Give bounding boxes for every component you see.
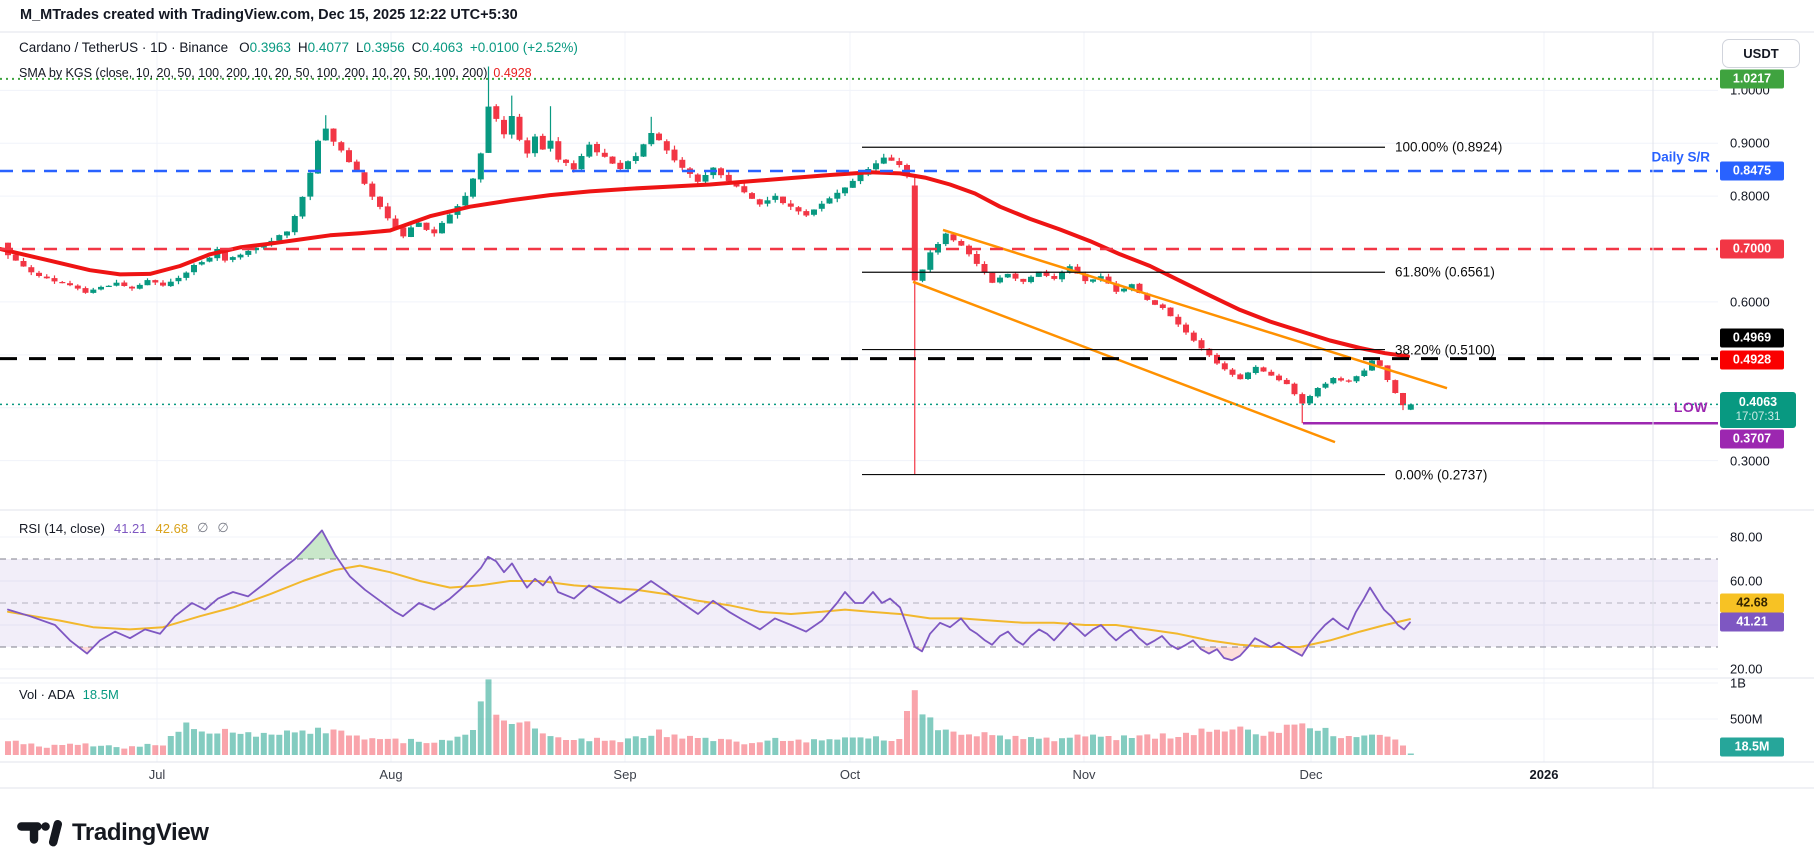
time-axis-label-Dec: Dec xyxy=(1299,767,1323,782)
price-badge-0.4928: 0.4928 xyxy=(1720,350,1784,370)
sma-label: SMA by KGS (close, 10, 20, 50, 100, 200,… xyxy=(19,66,488,80)
time-axis-label-Aug: Aug xyxy=(379,767,403,782)
time-axis-label-Oct: Oct xyxy=(839,767,861,782)
watermark-text: M_MTrades created with TradingView.com, … xyxy=(20,7,518,23)
price-badge-0.7000: 0.7000 xyxy=(1720,239,1784,259)
rsi-axis-label: 80.00 xyxy=(1730,529,1763,545)
price-badge-1.0217: 1.0217 xyxy=(1720,69,1784,89)
tradingview-logo-icon xyxy=(17,819,62,847)
rsi-value: 41.21 xyxy=(113,520,147,536)
rsi-hidden-toggle-1[interactable]: ∅ xyxy=(197,520,209,535)
watermark-bar: M_MTrades created with TradingView.com, … xyxy=(0,0,1814,32)
rsi-hidden-toggle-2[interactable]: ∅ xyxy=(217,520,229,535)
fib-label-100.00%: 100.00% (0.8924) xyxy=(1395,139,1503,155)
ohlc-high-value: 0.4077 xyxy=(307,40,349,55)
ohlc-close-key: C0.4063 xyxy=(411,40,463,55)
rsi-ma-value: 42.68 xyxy=(155,520,189,536)
fib-label-38.20%: 38.20% (0.5100) xyxy=(1395,342,1495,358)
rsi-legend: RSI (14, close) 41.21 42.68 ∅ ∅ xyxy=(19,520,229,536)
rsi-axis-label: 20.00 xyxy=(1730,661,1763,677)
tradingview-logo[interactable]: TradingView xyxy=(16,813,209,853)
rsi-axis-label: 60.00 xyxy=(1730,573,1763,589)
current-price-badge: 0.4063 17:07:31 xyxy=(1720,392,1796,429)
volume-title: Vol · ADA xyxy=(19,687,75,702)
low-label: LOW xyxy=(1673,399,1708,415)
rsi-title: RSI (14, close) xyxy=(19,520,105,536)
symbol-title: Cardano / TetherUS · 1D · Binance xyxy=(19,40,229,55)
volume-badge: 18.5M xyxy=(1720,737,1784,757)
fib-label-0.00%: 0.00% (0.2737) xyxy=(1395,467,1488,483)
change-value: +0.0100 (+2.52%) xyxy=(469,40,578,55)
price-axis-label: 0.3000 xyxy=(1730,453,1770,469)
ohlc-open-key: O0.3963 xyxy=(239,40,291,55)
price-axis-label: 0.8000 xyxy=(1730,188,1770,204)
ohlc-low-value: 0.3956 xyxy=(363,40,405,55)
volume-axis-label: 500M xyxy=(1730,711,1763,727)
fib-label-61.80%: 61.80% (0.6561) xyxy=(1395,264,1495,280)
sma-value: 0.4928 xyxy=(493,66,532,80)
time-axis-label-2026: 2026 xyxy=(1529,767,1559,782)
rsi-badge-42.68: 42.68 xyxy=(1720,593,1784,613)
sma-legend: SMA by KGS (close, 10, 20, 50, 100, 200,… xyxy=(19,66,532,80)
ohlc-close-value: 0.4063 xyxy=(421,40,463,55)
currency-toggle-button[interactable]: USDT xyxy=(1722,39,1800,68)
time-axis-label-Sep: Sep xyxy=(613,767,637,782)
price-axis-label: 0.9000 xyxy=(1730,135,1770,151)
volume-axis-label: 1B xyxy=(1730,675,1746,691)
ohlc-low-key: L0.3956 xyxy=(355,40,405,55)
tradingview-logo-text: TradingView xyxy=(72,819,209,846)
ohlc-open-value: 0.3963 xyxy=(249,40,291,55)
rsi-badge-41.21: 41.21 xyxy=(1720,612,1784,632)
price-badge-0.8475: 0.8475 xyxy=(1720,161,1784,181)
time-axis-label-Nov: Nov xyxy=(1072,767,1096,782)
price-badge-0.4969: 0.4969 xyxy=(1720,328,1784,348)
low-price-badge: 0.3707 xyxy=(1720,429,1784,449)
countdown-timer: 17:07:31 xyxy=(1735,411,1781,424)
ohlc-high-key: H0.4077 xyxy=(297,40,349,55)
volume-value: 18.5M xyxy=(82,687,119,702)
volume-legend: Vol · ADA 18.5M xyxy=(19,687,119,702)
symbol-legend: Cardano / TetherUS · 1D · Binance O0.396… xyxy=(19,40,578,55)
price-axis-label: 0.6000 xyxy=(1730,294,1770,310)
time-axis-label-Jul: Jul xyxy=(148,767,166,782)
daily-sr-label: Daily S/R xyxy=(1651,149,1710,165)
